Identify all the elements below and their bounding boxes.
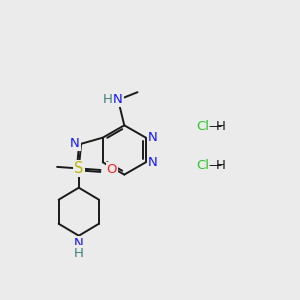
Text: Cl: Cl bbox=[196, 120, 209, 134]
Text: H: H bbox=[103, 93, 113, 106]
Text: —: — bbox=[209, 159, 222, 172]
Text: H: H bbox=[216, 120, 226, 134]
Text: N: N bbox=[74, 237, 84, 250]
Text: O: O bbox=[107, 164, 117, 176]
Text: —: — bbox=[209, 120, 222, 134]
Text: N: N bbox=[70, 137, 80, 150]
Text: N: N bbox=[148, 156, 158, 169]
Text: S: S bbox=[74, 161, 83, 176]
Text: N: N bbox=[113, 93, 123, 106]
Text: Cl: Cl bbox=[196, 159, 209, 172]
Text: H: H bbox=[74, 247, 84, 260]
Text: H: H bbox=[216, 159, 226, 172]
Text: N: N bbox=[148, 131, 158, 144]
